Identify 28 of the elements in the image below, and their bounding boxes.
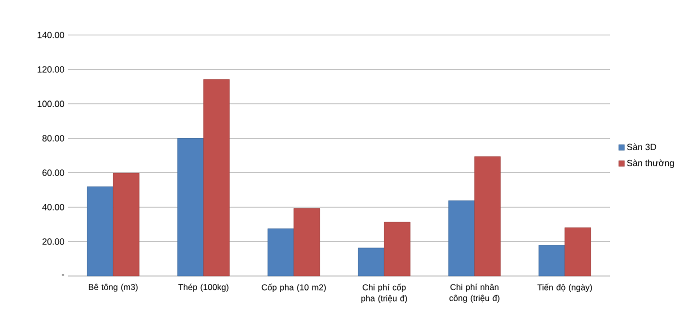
bar [448,200,475,276]
bar [538,244,566,276]
y-tick-label: 20.00 [42,238,64,245]
x-tick-label: Cốp pha (10 m2) [262,284,326,292]
bar [268,228,294,276]
bar [294,208,320,276]
legend-label: Sàn thường [627,159,674,168]
bar [564,227,592,276]
y-tick-label: 100.00 [38,100,64,108]
x-tick-label: Bê tông (m3) [88,284,138,292]
bar [203,79,230,276]
bar [358,248,384,276]
y-tick-label: 140.00 [38,32,64,38]
y-tick-label: 80.00 [42,135,64,142]
y-tick-label: 60.00 [42,170,64,176]
bar [384,222,410,276]
x-tick-label: Tiến độ (ngày) [537,284,592,292]
y-tick-label: - [62,274,64,276]
y-tick-label: 120.00 [38,66,64,73]
bar [86,186,114,276]
x-tick-label: Chi phí nhân công (triệu đ) [449,284,500,303]
legend-label: Sàn 3D [627,143,656,150]
bar [177,138,204,276]
bar [474,156,501,276]
x-tick-label: Thép (100kg) [178,284,228,292]
bar [112,172,140,276]
y-tick-label: 40.00 [42,204,64,210]
x-tick-label: Chi phí cốp pha (triệu đ) [361,284,407,303]
